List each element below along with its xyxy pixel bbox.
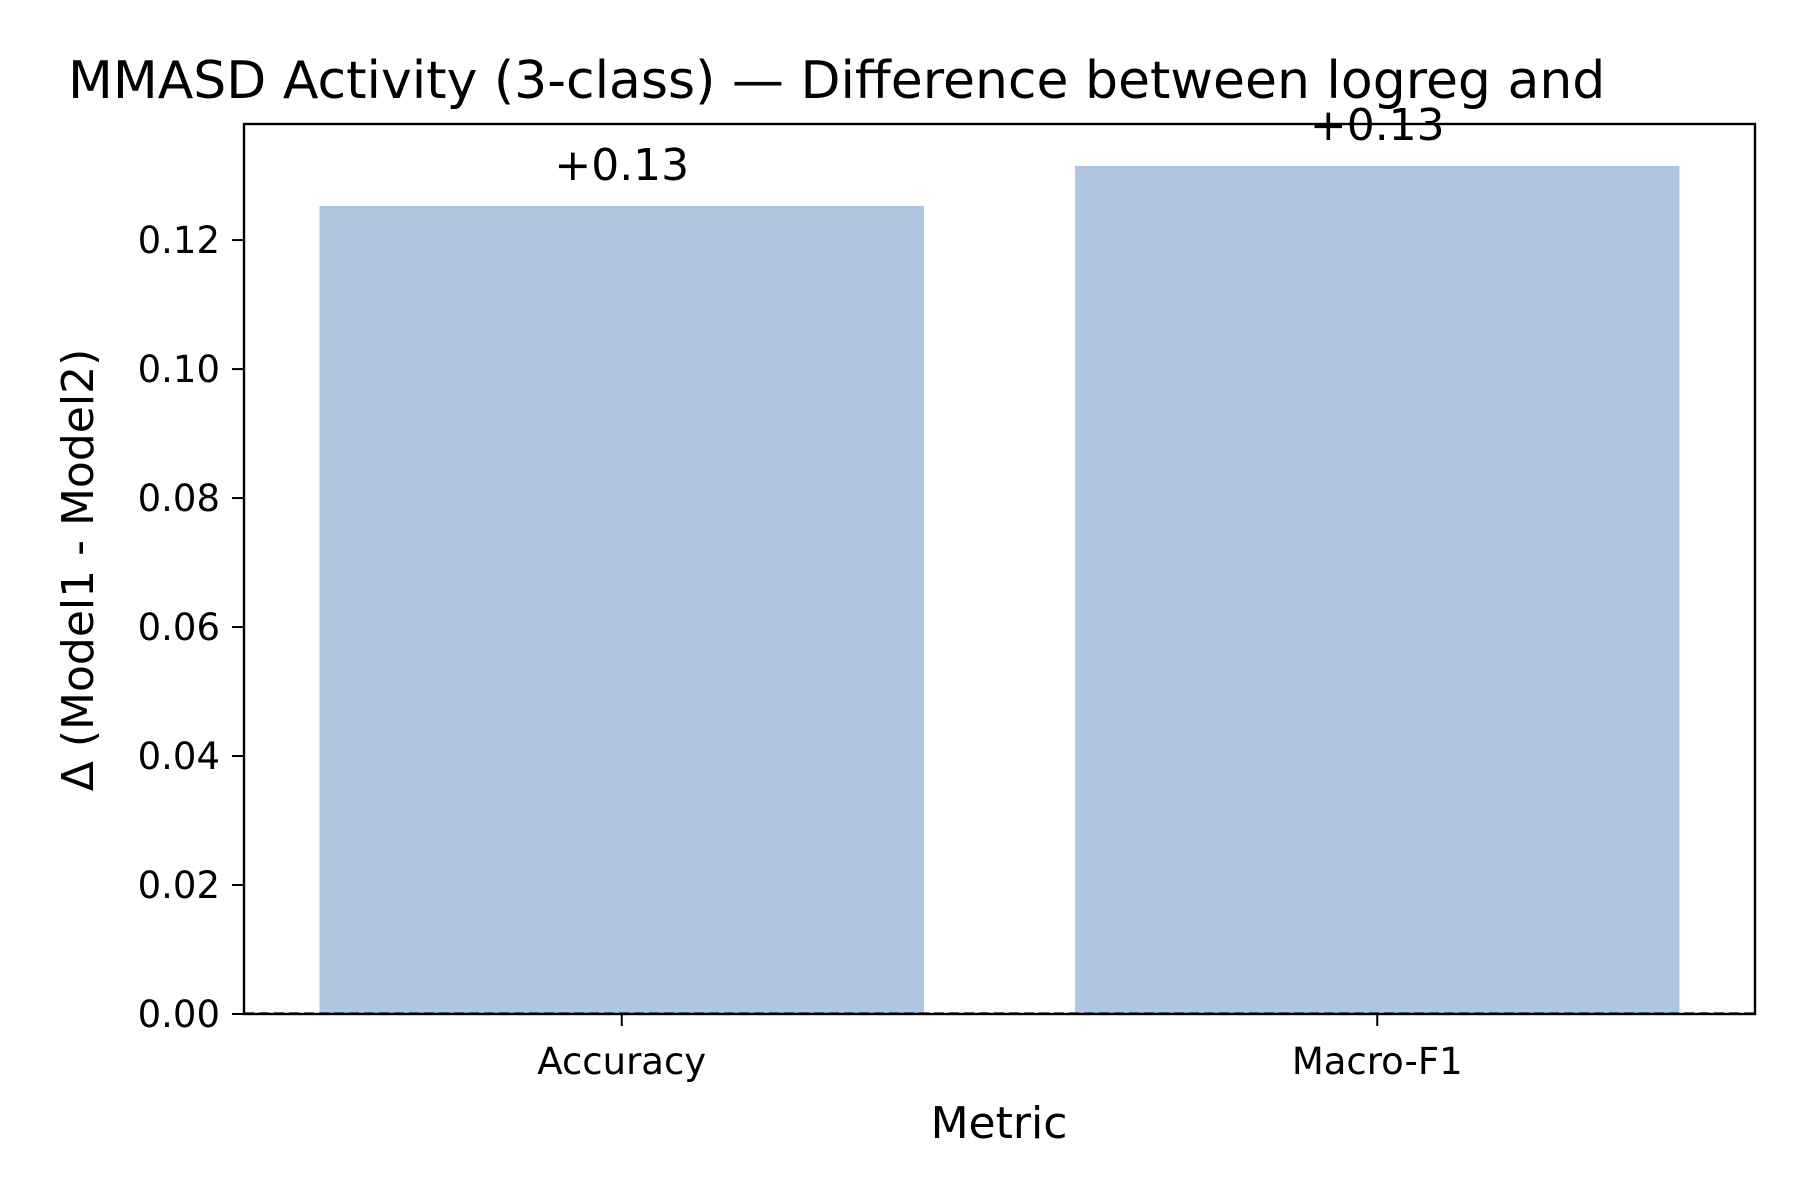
bar-value-label: +0.13 [1310,100,1445,151]
plot-frame [242,122,1757,1016]
y-tick-label: 0.10 [138,348,220,391]
chart-title: MMASD Activity (3-class) — Difference be… [68,51,1605,111]
bar-macro-f1 [1075,165,1680,1014]
y-tick-label: 0.00 [138,993,220,1036]
bar-accuracy [319,205,924,1015]
y-tick-label: 0.12 [138,219,220,262]
y-tick-label: 0.02 [138,864,220,907]
y-axis: 0.00 0.02 0.04 0.06 0.08 0.10 0.12 [138,219,244,1036]
bars-group [319,165,1680,1015]
x-axis-label: Metric [931,1098,1068,1149]
y-tick-label: 0.06 [138,606,220,649]
y-axis-label: Δ (Model1 - Model2) [53,349,104,791]
x-axis: Accuracy Macro-F1 [537,1014,1463,1083]
y-tick-label: 0.04 [138,735,220,778]
x-tick-label: Accuracy [537,1040,706,1083]
x-tick-label: Macro-F1 [1292,1040,1463,1083]
y-tick-label: 0.08 [138,477,220,520]
bar-value-label: +0.13 [554,140,689,191]
value-labels-group: +0.13 +0.13 [554,100,1444,191]
